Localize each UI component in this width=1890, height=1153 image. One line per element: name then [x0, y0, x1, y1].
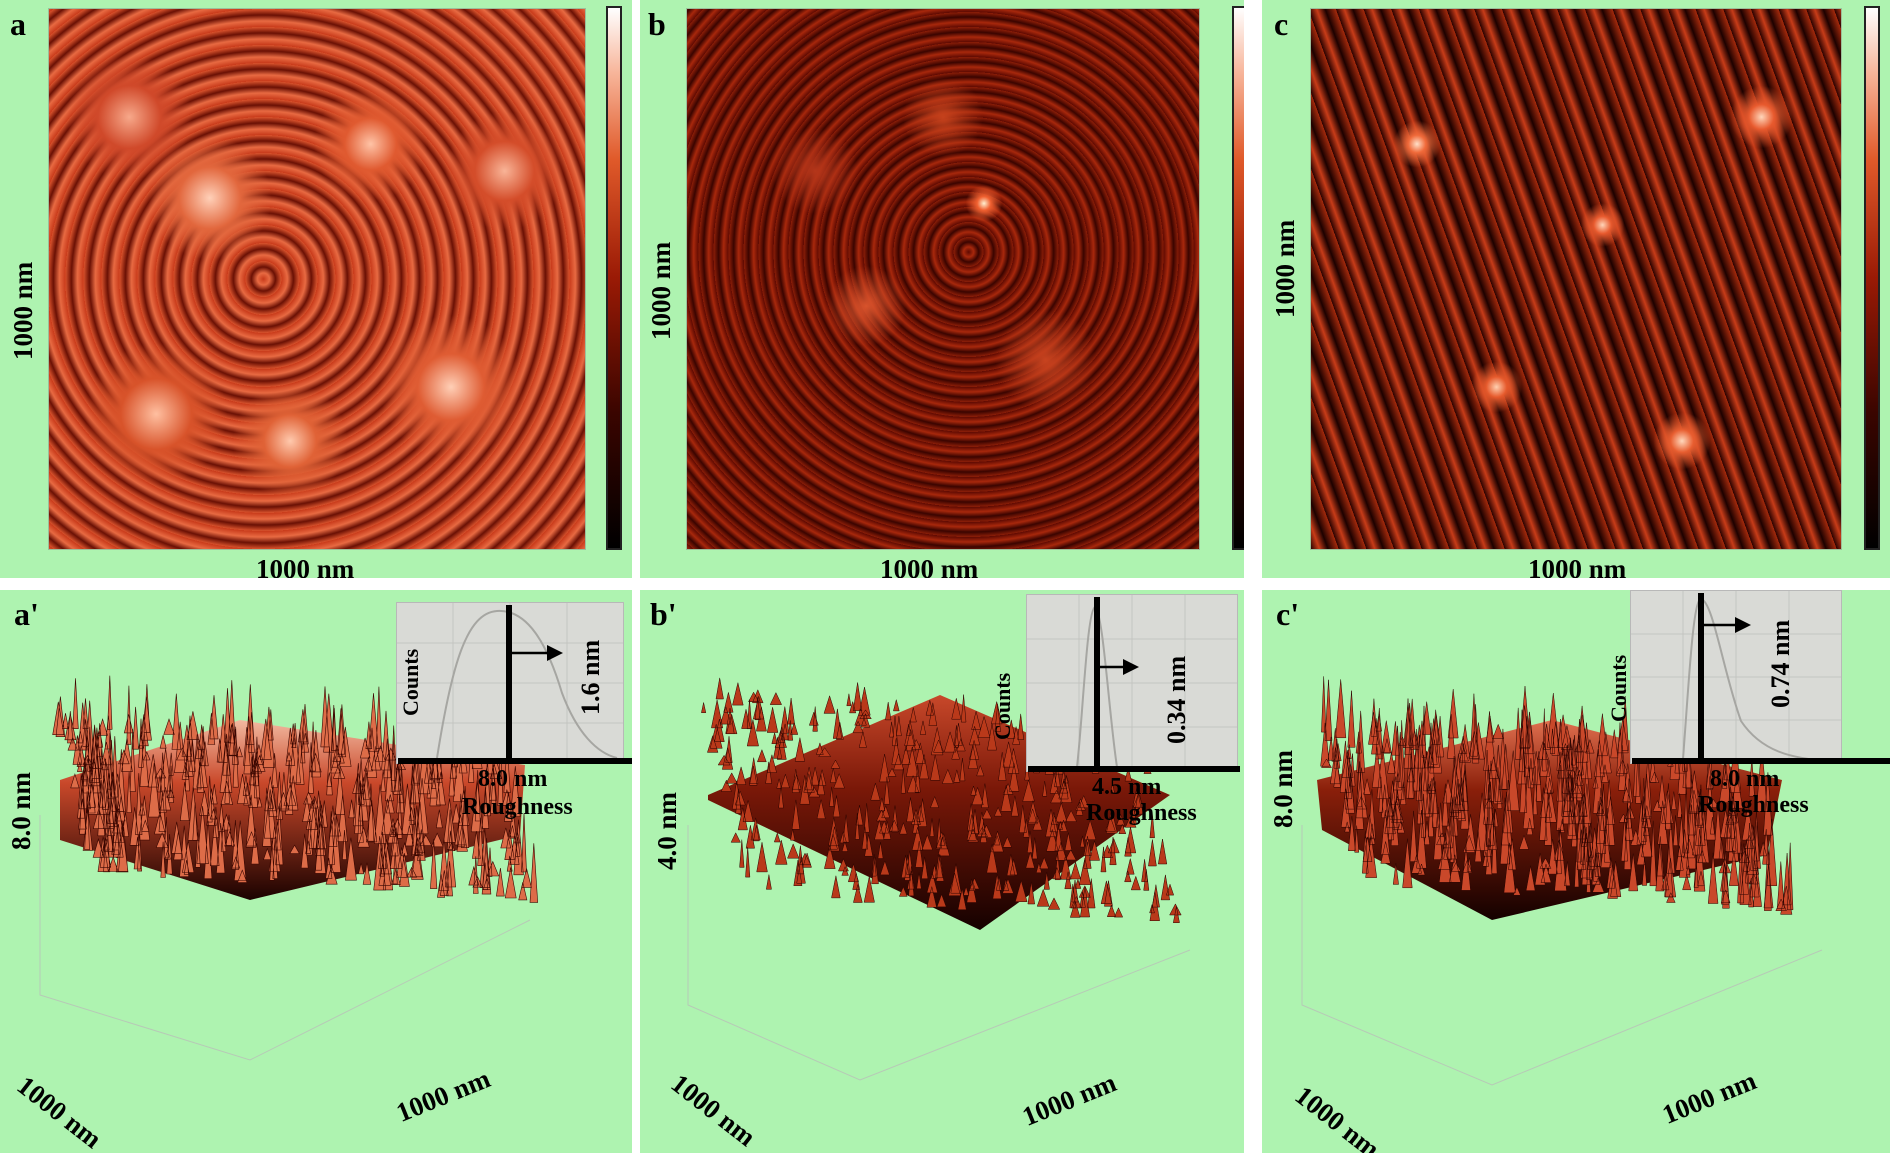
roughness-value: 0.74 nm — [1766, 619, 1795, 708]
counts-label: Counts — [1606, 654, 1631, 722]
panel-b-prime: b' 4.0 nm 1000 nm 1000 nm Counts 0.34 nm… — [640, 590, 1244, 1153]
histogram-axis-line — [1632, 758, 1890, 764]
roughness-histogram — [1026, 594, 1238, 772]
panel-letter: a — [10, 6, 26, 42]
panel-c: c 1000 nm 1000 nm — [1262, 0, 1890, 578]
roughness-label: Roughness — [462, 794, 573, 820]
afm-height-map — [1310, 8, 1842, 550]
roughness-scale: 8.0 nm — [478, 766, 548, 792]
panel-c-prime: c' 8.0 nm 1000 nm 1000 nm Counts 0.74 nm… — [1262, 590, 1890, 1153]
counts-label: Counts — [398, 648, 423, 716]
roughness-scale: 8.0 nm — [1710, 766, 1780, 792]
afm-height-map — [686, 8, 1200, 550]
color-scale-bar — [1864, 6, 1880, 550]
y-axis-label: 1000 nm — [8, 261, 38, 360]
panel-letter: b' — [650, 596, 677, 632]
panel-letter: c — [1274, 6, 1289, 42]
x-axis-label: 1000 nm — [880, 554, 979, 578]
panel-letter: c' — [1276, 596, 1300, 632]
color-scale-bar — [1232, 6, 1244, 550]
panel-letter: a' — [14, 596, 39, 632]
roughness-histogram — [1630, 590, 1842, 764]
roughness-scale: 4.5 nm — [1092, 774, 1162, 800]
roughness-value: 1.6 nm — [576, 639, 605, 715]
roughness-label: Roughness — [1086, 800, 1197, 826]
roughness-label: Roughness — [1698, 792, 1809, 818]
x-axis-label: 1000 nm — [256, 554, 355, 578]
afm-height-map — [48, 8, 586, 550]
y-axis-label: 1000 nm — [1270, 219, 1300, 318]
panel-a: a 1000 nm 1000 nm — [0, 0, 632, 578]
panel-a-prime: a' 8.0 nm 1000 nm 1000 nm Counts 1.6 nm … — [0, 590, 632, 1153]
counts-label: Counts — [990, 672, 1015, 740]
x-axis-label: 1000 nm — [1528, 554, 1627, 578]
z-axis-label: 8.0 nm — [1268, 749, 1298, 828]
histogram-plot — [1027, 595, 1237, 771]
histogram-plot — [1631, 591, 1841, 763]
roughness-value: 0.34 nm — [1162, 655, 1191, 744]
z-axis-label: 8.0 nm — [6, 771, 36, 850]
histogram-axis-line — [1028, 766, 1240, 772]
panel-b: b 1000 nm 1000 nm — [640, 0, 1244, 578]
panel-letter: b — [648, 6, 666, 42]
color-scale-bar — [606, 6, 622, 550]
y-axis-label: 1000 nm — [646, 241, 676, 340]
histogram-plot — [397, 603, 623, 763]
z-axis-label: 4.0 nm — [652, 791, 682, 870]
histogram-axis-line — [398, 758, 632, 764]
